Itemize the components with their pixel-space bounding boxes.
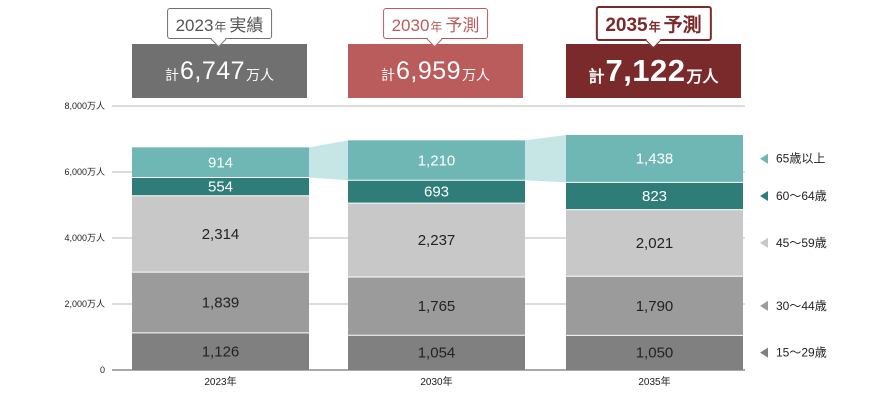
data-label: 1,839: [202, 294, 240, 311]
legend-marker: [760, 300, 768, 311]
connector-band: [525, 134, 566, 183]
callout-2023: 2023年 実績 計 6,747 万人: [132, 8, 307, 98]
legend-marker: [760, 153, 768, 164]
bar-segment: [566, 335, 743, 370]
bar-segment: [132, 177, 309, 196]
bar-segment: [132, 195, 309, 273]
callout-2030-total: 計 6,959 万人: [348, 44, 523, 98]
legend-marker: [760, 191, 768, 202]
x-tick-label: 2035年: [638, 375, 670, 388]
data-label: 2,021: [636, 235, 674, 252]
y-tick-label: 8,000万人: [64, 101, 105, 111]
bar-segment: [348, 276, 525, 336]
bar-segment: [132, 272, 309, 333]
legend-label: 60〜64歳: [776, 189, 827, 203]
bar-segment: [348, 203, 525, 277]
y-tick-label: 4,000万人: [64, 233, 105, 243]
bar-segment: [566, 276, 743, 336]
bar-segment: [566, 209, 743, 277]
bar-segment: [566, 182, 743, 210]
bar-segment: [348, 140, 525, 181]
data-label: 914: [208, 154, 233, 171]
legend-marker: [760, 347, 768, 358]
legend-label: 30〜44歳: [776, 299, 827, 313]
data-label: 823: [642, 188, 667, 205]
connector-band: [309, 140, 348, 181]
bar-segment: [132, 147, 309, 178]
x-tick-label: 2023年: [204, 375, 236, 388]
data-label: 1,054: [418, 345, 456, 362]
x-tick-label: 2030年: [420, 375, 452, 388]
legend-marker: [760, 237, 768, 248]
callout-2035-tag: 2035年 予測: [595, 6, 712, 41]
data-label: 1,790: [636, 298, 674, 315]
data-label: 2,237: [418, 232, 456, 249]
y-tick-label: 2,000万人: [64, 299, 105, 309]
bar-segment: [132, 332, 309, 370]
data-label: 693: [424, 184, 449, 201]
data-label: 1,438: [636, 151, 674, 168]
data-label: 2,314: [202, 226, 240, 243]
data-label: 554: [208, 179, 233, 196]
y-tick-label: 6,000万人: [64, 167, 105, 177]
legend-label: 45〜59歳: [776, 236, 827, 250]
bar-segment: [348, 335, 525, 370]
bar-segment: [348, 180, 525, 204]
callout-2030: 2030年 予測 計 6,959 万人: [348, 8, 523, 98]
callout-2035-total: 計 7,122 万人: [566, 44, 741, 98]
callout-2035: 2035年 予測 計 7,122 万人: [566, 6, 741, 98]
legend-label: 15〜29歳: [776, 346, 827, 360]
data-label: 1,126: [202, 343, 240, 360]
callout-2030-tag: 2030年 予測: [382, 8, 489, 39]
data-label: 1,050: [636, 345, 674, 362]
bar-segment: [566, 134, 743, 183]
callout-2023-tag: 2023年 実績: [166, 8, 273, 39]
legend-label: 65歳以上: [776, 152, 825, 166]
data-label: 1,210: [418, 152, 456, 169]
data-label: 1,765: [418, 298, 456, 315]
y-tick-label: 0: [100, 365, 105, 375]
callout-2023-total: 計 6,747 万人: [132, 44, 307, 98]
